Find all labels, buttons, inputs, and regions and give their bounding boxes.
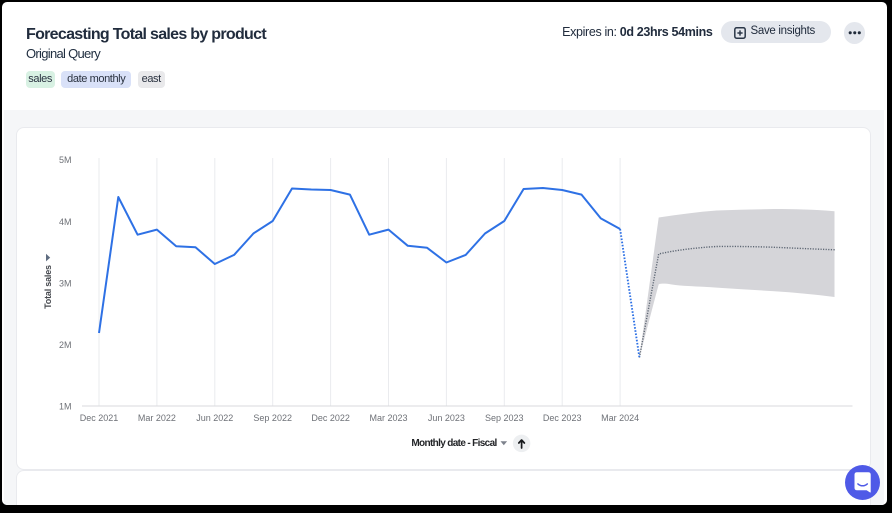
svg-text:Sep 2023: Sep 2023 [485,413,524,423]
svg-text:4M: 4M [59,217,72,227]
svg-text:Mar 2024: Mar 2024 [601,413,639,423]
svg-text:2M: 2M [59,340,72,350]
svg-text:Mar 2023: Mar 2023 [369,413,407,423]
svg-text:Dec 2023: Dec 2023 [543,413,582,423]
svg-text:Monthly date - Fiscal: Monthly date - Fiscal [411,438,497,449]
svg-text:Total sales: Total sales [43,265,53,309]
svg-text:5M: 5M [59,155,72,165]
svg-text:1M: 1M [59,401,72,411]
svg-text:3M: 3M [59,278,72,288]
svg-text:Jun 2023: Jun 2023 [428,413,465,423]
svg-text:Dec 2022: Dec 2022 [311,413,350,423]
svg-text:Sep 2022: Sep 2022 [253,413,292,423]
svg-text:Mar 2022: Mar 2022 [138,413,176,423]
svg-text:Dec 2021: Dec 2021 [80,413,119,423]
svg-text:Jun 2022: Jun 2022 [196,413,233,423]
